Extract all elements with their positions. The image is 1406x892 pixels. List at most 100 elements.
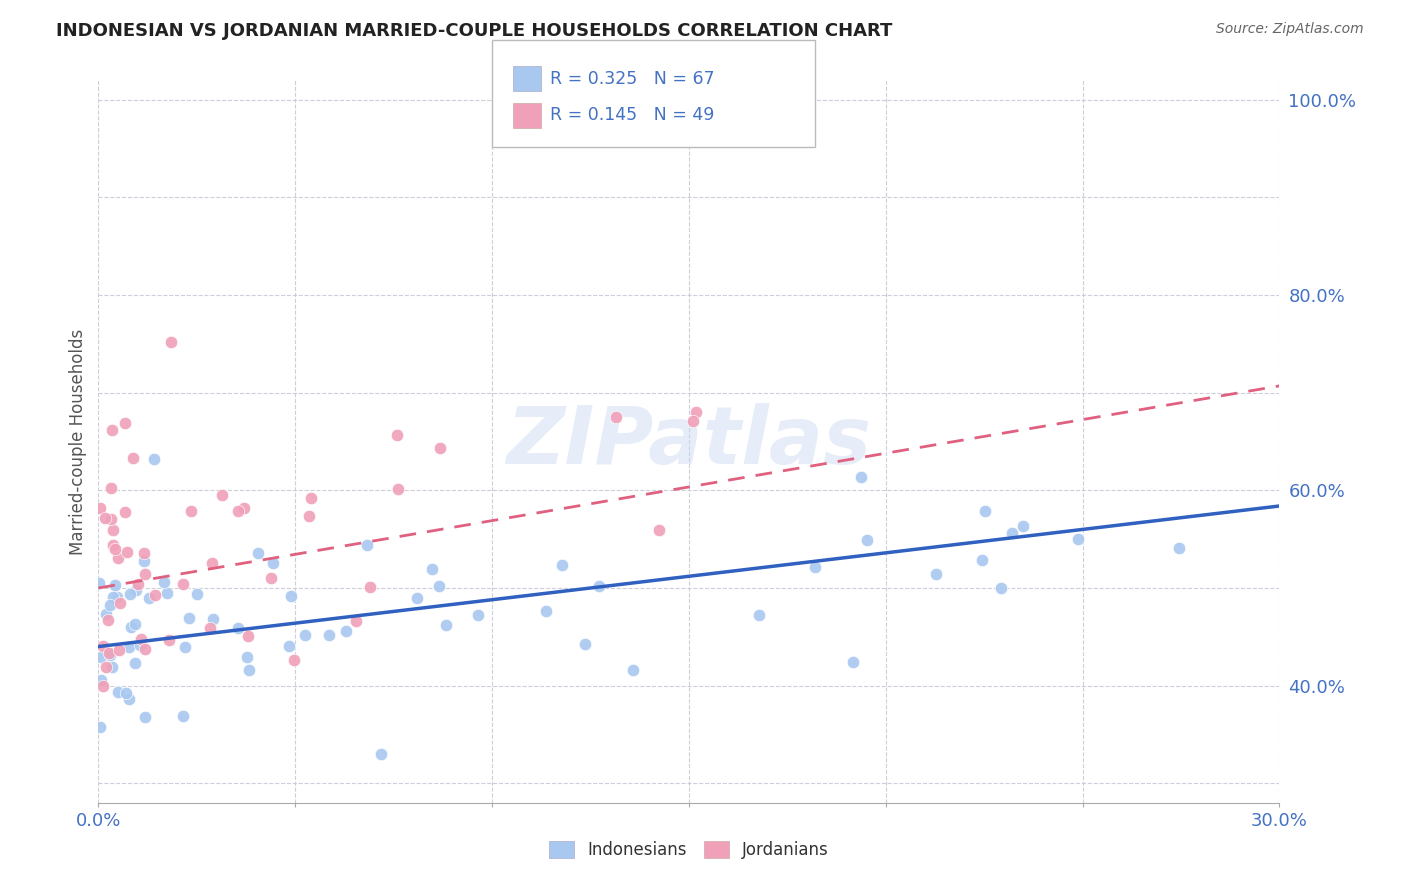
Point [467, 608, 489, 623]
Point [172, 576, 194, 591]
Point [201, 556, 224, 570]
Point [94, 607, 117, 622]
Point [605, 410, 627, 425]
Point [299, 491, 322, 505]
Point [385, 428, 408, 442]
Point [621, 663, 644, 677]
Point [156, 586, 179, 600]
Point [232, 501, 254, 516]
Point [104, 542, 127, 557]
Point [682, 414, 704, 428]
Point [101, 590, 124, 604]
Point [262, 556, 284, 570]
Point [841, 655, 863, 669]
Point [107, 551, 129, 566]
Point [429, 442, 451, 456]
Point [132, 554, 155, 568]
Point [1001, 526, 1024, 541]
Point [370, 747, 392, 761]
Point [90, 650, 112, 665]
Point [118, 587, 141, 601]
Point [132, 546, 155, 560]
Point [236, 649, 259, 664]
Point [648, 523, 671, 537]
Point [131, 632, 153, 646]
Text: INDONESIAN VS JORDANIAN MARRIED-COUPLE HOUSEHOLDS CORRELATION CHART: INDONESIAN VS JORDANIAN MARRIED-COUPLE H… [56, 22, 893, 40]
Point [974, 504, 997, 518]
Text: R = 0.145   N = 49: R = 0.145 N = 49 [550, 106, 714, 124]
Point [278, 639, 301, 653]
Point [100, 423, 122, 437]
Point [283, 653, 305, 667]
Point [172, 709, 194, 723]
Point [1012, 519, 1035, 533]
Point [298, 509, 321, 524]
Point [89, 721, 111, 735]
Point [120, 620, 142, 634]
Point [101, 523, 124, 537]
Point [748, 608, 770, 623]
Point [173, 640, 195, 655]
Point [202, 611, 225, 625]
Point [318, 627, 340, 641]
Point [143, 588, 166, 602]
Point [104, 578, 127, 592]
Point [849, 469, 872, 483]
Point [105, 590, 128, 604]
Point [134, 642, 156, 657]
Point [90, 673, 112, 687]
Point [198, 621, 221, 635]
Point [405, 591, 427, 605]
Legend: Indonesians, Jordanians: Indonesians, Jordanians [550, 841, 828, 860]
Point [114, 505, 136, 519]
Point [91, 679, 114, 693]
Point [124, 657, 146, 671]
Point [115, 545, 138, 559]
Point [186, 587, 208, 601]
Point [335, 624, 357, 639]
Point [89, 500, 111, 515]
Point [98, 598, 121, 612]
Text: Source: ZipAtlas.com: Source: ZipAtlas.com [1216, 22, 1364, 37]
Point [420, 562, 443, 576]
Point [551, 558, 574, 572]
Point [115, 685, 138, 699]
Point [157, 632, 180, 647]
Point [1168, 541, 1191, 555]
Point [990, 581, 1012, 595]
Point [98, 646, 121, 660]
Point [160, 335, 183, 350]
Point [259, 571, 281, 585]
Point [294, 628, 316, 642]
Point [100, 512, 122, 526]
Point [101, 660, 124, 674]
Point [100, 482, 122, 496]
Point [970, 553, 993, 567]
Point [180, 504, 202, 518]
Point [925, 566, 948, 581]
Point [226, 503, 249, 517]
Y-axis label: Married-couple Households: Married-couple Households [69, 328, 87, 555]
Text: ZIPatlas: ZIPatlas [506, 402, 872, 481]
Point [685, 405, 707, 419]
Point [574, 637, 596, 651]
Point [87, 576, 110, 591]
Point [427, 579, 450, 593]
Point [143, 451, 166, 466]
Point [93, 511, 115, 525]
Point [344, 614, 367, 628]
Point [238, 663, 260, 677]
Point [94, 660, 117, 674]
Point [1067, 532, 1090, 546]
Point [103, 538, 125, 552]
Point [91, 639, 114, 653]
Point [387, 482, 409, 496]
Point [125, 582, 148, 597]
Point [108, 596, 131, 610]
Point [588, 578, 610, 592]
Point [128, 638, 150, 652]
Point [118, 640, 141, 654]
Point [177, 611, 200, 625]
Point [356, 538, 378, 552]
Point [114, 416, 136, 430]
